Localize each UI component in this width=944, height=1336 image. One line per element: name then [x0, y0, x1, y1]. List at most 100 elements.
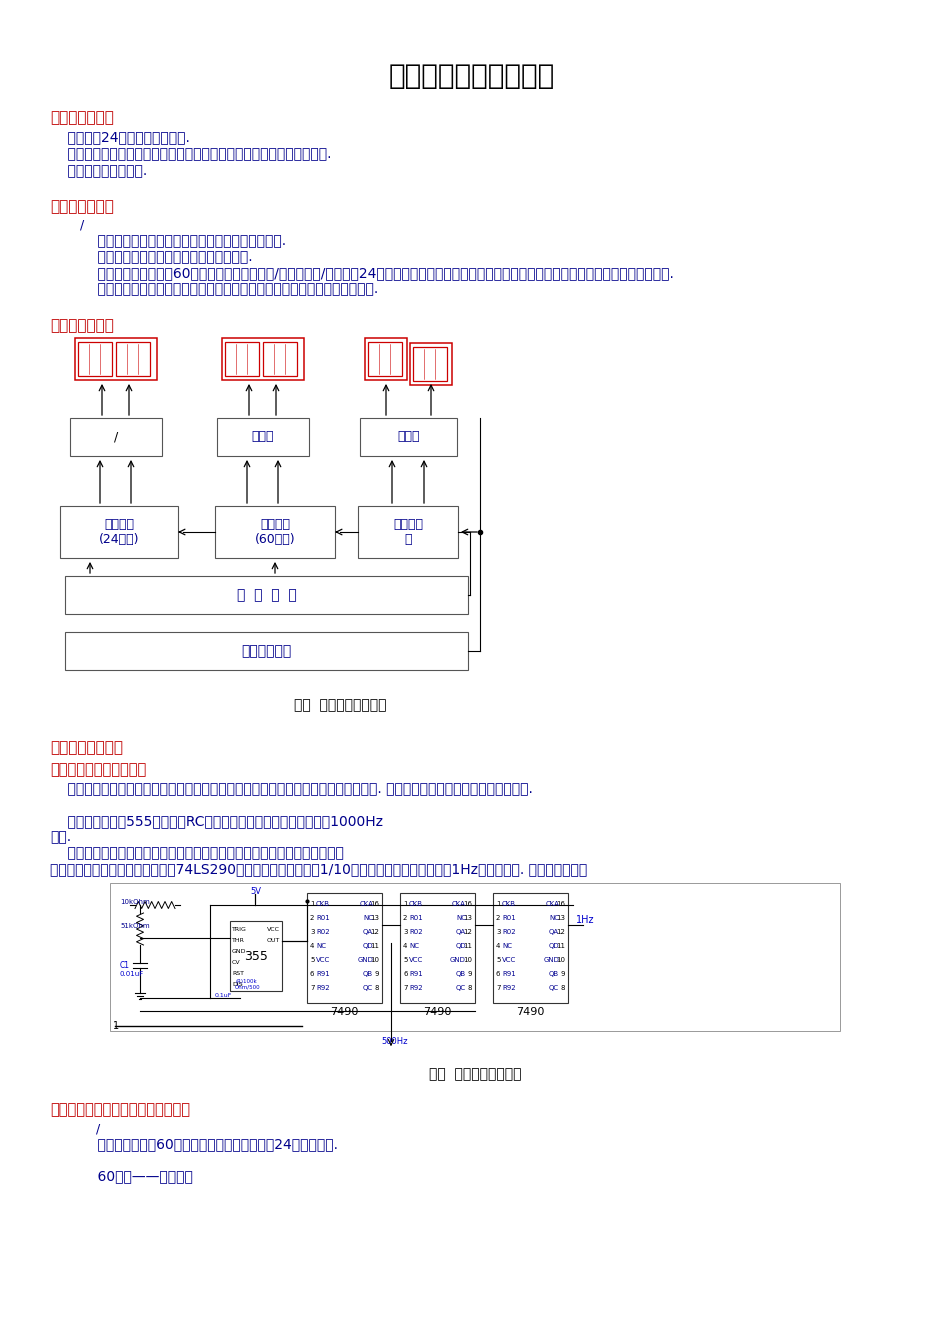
- Text: R02: R02: [315, 929, 329, 935]
- Text: 0.1uF: 0.1uF: [215, 993, 232, 998]
- Text: 图一  数字时钟电路框图: 图一 数字时钟电路框图: [294, 697, 386, 712]
- Text: 二、设计方案：: 二、设计方案：: [50, 199, 114, 214]
- Text: GND: GND: [232, 949, 246, 954]
- Text: 3: 3: [310, 929, 314, 935]
- Text: （二）秒、分、时计时器数电路设计: （二）秒、分、时计时器数电路设计: [50, 1102, 190, 1117]
- Text: CKB: CKB: [315, 900, 329, 907]
- Text: VCC: VCC: [315, 957, 329, 963]
- Text: 四、电路原理图：: 四、电路原理图：: [50, 740, 123, 755]
- Text: 12: 12: [463, 929, 471, 935]
- Text: CKA: CKA: [359, 900, 373, 907]
- Text: 7490: 7490: [422, 1007, 450, 1017]
- Text: 7: 7: [402, 985, 407, 991]
- Text: /: /: [114, 430, 118, 444]
- Text: 扩展电路所需要的信号，选用三片74LS290进行级联，因为每片为1/10分频器，三片级联即可获得1Hz标准秒脉冲. 其电路图如下：: 扩展电路所需要的信号，选用三片74LS290进行级联，因为每片为1/10分频器，…: [50, 862, 586, 876]
- Bar: [307, 892, 381, 1003]
- Text: THR: THR: [232, 938, 244, 943]
- Text: VCC: VCC: [267, 927, 279, 933]
- Text: 8: 8: [467, 985, 471, 991]
- Text: C1: C1: [120, 961, 130, 970]
- Text: 三、电路框图：: 三、电路框图：: [50, 318, 114, 333]
- Text: NC: NC: [315, 943, 326, 949]
- Text: RST: RST: [232, 971, 244, 977]
- Text: R92: R92: [409, 985, 422, 991]
- Text: 秒、分计数器为60进制计数器，小时计数器为24进制计数器.: 秒、分计数器为60进制计数器，小时计数器为24进制计数器.: [80, 1137, 338, 1152]
- Bar: [413, 347, 447, 381]
- Text: NC: NC: [548, 915, 559, 921]
- Text: CKA: CKA: [451, 900, 465, 907]
- Text: 译码器: 译码器: [396, 430, 419, 444]
- Text: 1: 1: [496, 900, 500, 907]
- Text: 秒钟信号发生器可由振荡器和分频器构成.: 秒钟信号发生器可由振荡器和分频器构成.: [80, 250, 252, 265]
- Text: R91: R91: [501, 971, 515, 977]
- Bar: [358, 506, 458, 558]
- Text: 5: 5: [402, 957, 407, 963]
- Text: 3: 3: [496, 929, 500, 935]
- Text: 计时电路中采用两个60进制计数器分别完成秒/分计时和分/时计时；24进制计数器完成时计时；采用译码器将计数器的输出译码后驱动七段数码管显示.: 计时电路中采用两个60进制计数器分别完成秒/分计时和分/时计时；24进制计数器完…: [80, 266, 673, 281]
- Bar: [360, 418, 457, 456]
- Text: VCC: VCC: [501, 957, 515, 963]
- Text: 图二  秒脉冲信号发生器: 图二 秒脉冲信号发生器: [429, 1067, 521, 1081]
- Text: NC: NC: [362, 915, 373, 921]
- Text: 0.01uF: 0.01uF: [120, 971, 144, 977]
- Text: 时计数器
(24进制): 时计数器 (24进制): [98, 518, 139, 546]
- Text: R02: R02: [409, 929, 422, 935]
- Text: GND: GND: [449, 957, 465, 963]
- Text: 1: 1: [310, 900, 314, 907]
- Text: R01: R01: [315, 915, 329, 921]
- Text: QA: QA: [548, 929, 559, 935]
- Text: 6: 6: [310, 971, 314, 977]
- Bar: [364, 338, 407, 379]
- Bar: [229, 921, 281, 991]
- Bar: [399, 892, 475, 1003]
- Text: （一）秒脉冲信号发生器: （一）秒脉冲信号发生器: [50, 762, 146, 778]
- Text: 11: 11: [370, 943, 379, 949]
- Text: 8: 8: [374, 985, 379, 991]
- Bar: [110, 883, 839, 1031]
- Text: 10: 10: [463, 957, 471, 963]
- Text: QC: QC: [362, 985, 373, 991]
- Text: 1: 1: [402, 900, 407, 907]
- Text: 1: 1: [113, 1021, 119, 1031]
- Text: R92: R92: [501, 985, 515, 991]
- Bar: [65, 632, 467, 669]
- Text: 13: 13: [555, 915, 565, 921]
- Text: 数字时钟设计实验报告: 数字时钟设计实验报告: [389, 61, 554, 90]
- Text: QB: QB: [455, 971, 465, 977]
- Bar: [222, 338, 304, 379]
- Text: DIS: DIS: [232, 982, 243, 987]
- Bar: [65, 576, 467, 615]
- Text: QB: QB: [548, 971, 559, 977]
- Text: GND: GND: [357, 957, 373, 963]
- Text: 16: 16: [370, 900, 379, 907]
- Text: 秒信号发生器: 秒信号发生器: [241, 644, 292, 659]
- Text: 8: 8: [560, 985, 565, 991]
- Text: 13: 13: [463, 915, 471, 921]
- Text: 16: 16: [555, 900, 565, 907]
- Text: TRIG: TRIG: [232, 927, 246, 933]
- Text: 分计数器
(60进制): 分计数器 (60进制): [255, 518, 295, 546]
- Text: 4: 4: [310, 943, 314, 949]
- Text: 5: 5: [310, 957, 314, 963]
- Text: 9: 9: [560, 971, 565, 977]
- Bar: [410, 343, 451, 385]
- Text: 10: 10: [370, 957, 379, 963]
- Text: 6: 6: [402, 971, 407, 977]
- Text: 12: 12: [555, 929, 565, 935]
- Text: 13: 13: [370, 915, 379, 921]
- Text: GND: GND: [543, 957, 559, 963]
- Text: 译码器: 译码器: [251, 430, 274, 444]
- Text: 500Hz: 500Hz: [380, 1037, 407, 1046]
- Text: 10kOhm: 10kOhm: [120, 899, 149, 904]
- Text: QD: QD: [548, 943, 559, 949]
- Text: 10: 10: [555, 957, 565, 963]
- Text: 脉冲.: 脉冲.: [50, 830, 71, 844]
- Bar: [70, 418, 161, 456]
- Text: 校时电路采用开关控制秒、分、时计数器的时钟信号与校时脉冲以完成校时.: 校时电路采用开关控制秒、分、时计数器的时钟信号与校时脉冲以完成校时.: [80, 282, 378, 297]
- Text: QD: QD: [362, 943, 373, 949]
- Text: QA: QA: [362, 929, 373, 935]
- Bar: [262, 342, 296, 375]
- Text: (R)100k
Ohm/500: (R)100k Ohm/500: [235, 979, 261, 990]
- Text: CKB: CKB: [409, 900, 423, 907]
- Text: 5V: 5V: [250, 887, 261, 896]
